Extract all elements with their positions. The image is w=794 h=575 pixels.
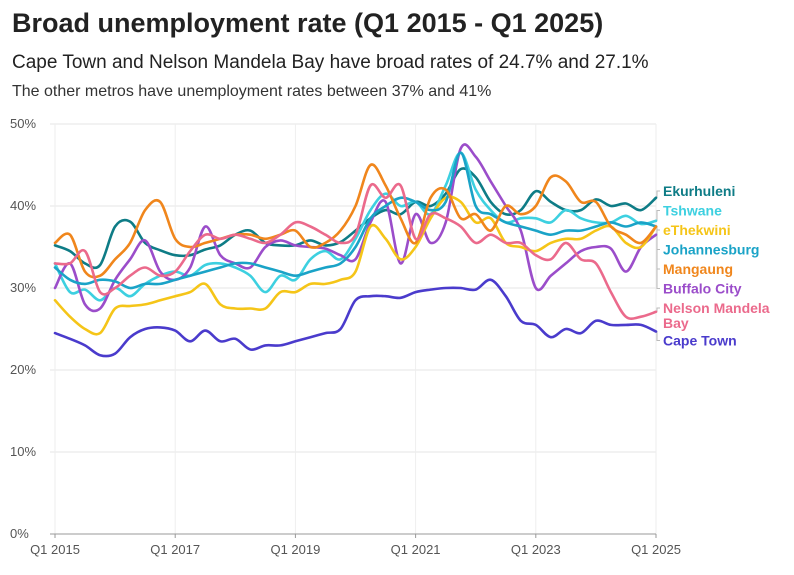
chart-subtitle-secondary: The other metros have unemployment rates… (12, 83, 492, 100)
y-tick-label: 40% (10, 198, 36, 213)
y-axis-ticks: 0% 10% 20% 30% 40% 50% (10, 116, 36, 541)
x-axis: Q1 2015 Q1 2017 Q1 2019 Q1 2021 Q1 2023 Q1 20… (30, 533, 681, 557)
legend-label-ethekwini: eThekwini (663, 222, 731, 238)
series-line-ekurhuleni (53, 167, 658, 270)
legend-label-tshwane: Tshwane (663, 203, 722, 219)
legend-connector-nelson-mandela-bay (656, 307, 660, 312)
legend-label-nelson-mandela-bay: Nelson Mandela Bay (663, 300, 770, 331)
series-line-buffalo-city (53, 143, 658, 313)
y-tick-label: 10% (10, 444, 36, 459)
legend-connector-cape-town (656, 331, 660, 341)
series-lines (53, 143, 658, 358)
series-line-ethekwini (53, 195, 658, 336)
legend-label-cape-town: Cape Town (663, 333, 737, 349)
legend-connector-buffalo-city (656, 234, 660, 289)
legend-connector-ekurhuleni (656, 190, 660, 198)
y-tick-label: 50% (10, 116, 36, 131)
legend-labels: Ekurhuleni Tshwane eThekwini Johannesburg Ma… (663, 183, 770, 349)
chart-subtitle: Cape Town and Nelson Mandela Bay have br… (12, 52, 649, 73)
legend-connector-tshwane (656, 210, 660, 221)
legend-label-johannesburg: Johannesburg (663, 242, 759, 258)
y-tick-label: 30% (10, 280, 36, 295)
chart-title: Broad unemployment rate (Q1 2015 - Q1 20… (12, 8, 604, 38)
y-tick-label: 0% (10, 526, 29, 541)
x-tick-label: Q1 2015 (30, 542, 80, 557)
x-tick-label: Q1 2025 (631, 542, 681, 557)
y-tick-label: 20% (10, 362, 36, 377)
x-tick-label: Q1 2021 (391, 542, 441, 557)
legend-label-ekurhuleni: Ekurhuleni (663, 183, 735, 199)
legend-label-mangaung: Mangaung (663, 261, 733, 277)
series-line-mangaung (53, 163, 658, 279)
series-line-cape-town (53, 278, 658, 358)
series-line-johannesburg (53, 151, 658, 290)
x-tick-label: Q1 2019 (270, 542, 320, 557)
series-line-nelson-mandela-bay (53, 182, 658, 321)
x-tick-label: Q1 2017 (150, 542, 200, 557)
legend-connectors (656, 190, 660, 341)
series-line-tshwane (53, 151, 658, 302)
x-tick-label: Q1 2023 (511, 542, 561, 557)
legend-label-buffalo-city: Buffalo City (663, 281, 742, 297)
